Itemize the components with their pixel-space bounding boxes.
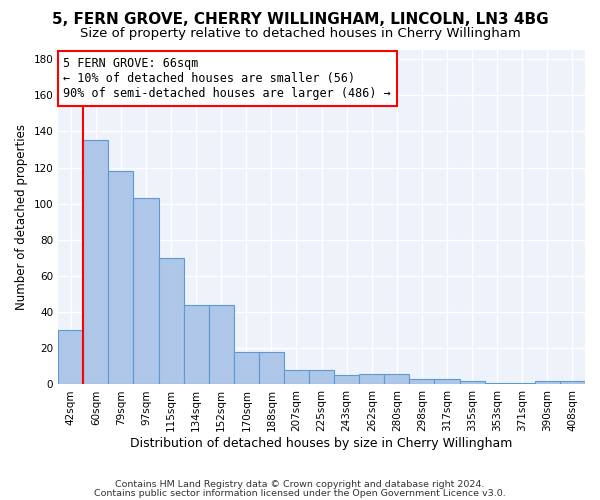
Bar: [535, 381, 560, 384]
Bar: [385, 374, 409, 384]
Bar: [58, 330, 83, 384]
Y-axis label: Number of detached properties: Number of detached properties: [15, 124, 28, 310]
Bar: [284, 370, 309, 384]
Text: Contains public sector information licensed under the Open Government Licence v3: Contains public sector information licen…: [94, 488, 506, 498]
Text: 5 FERN GROVE: 66sqm
← 10% of detached houses are smaller (56)
90% of semi-detach: 5 FERN GROVE: 66sqm ← 10% of detached ho…: [64, 56, 391, 100]
Bar: [259, 352, 284, 384]
Text: Contains HM Land Registry data © Crown copyright and database right 2024.: Contains HM Land Registry data © Crown c…: [115, 480, 485, 489]
Bar: [359, 374, 385, 384]
Bar: [334, 376, 359, 384]
Bar: [409, 379, 434, 384]
Bar: [560, 381, 585, 384]
Bar: [234, 352, 259, 384]
Text: 5, FERN GROVE, CHERRY WILLINGHAM, LINCOLN, LN3 4BG: 5, FERN GROVE, CHERRY WILLINGHAM, LINCOL…: [52, 12, 548, 28]
Bar: [184, 305, 209, 384]
Bar: [434, 379, 460, 384]
Bar: [133, 198, 158, 384]
X-axis label: Distribution of detached houses by size in Cherry Willingham: Distribution of detached houses by size …: [130, 437, 513, 450]
Bar: [209, 305, 234, 384]
Bar: [309, 370, 334, 384]
Bar: [460, 381, 485, 384]
Bar: [158, 258, 184, 384]
Bar: [109, 171, 133, 384]
Bar: [83, 140, 109, 384]
Bar: [510, 382, 535, 384]
Bar: [485, 382, 510, 384]
Text: Size of property relative to detached houses in Cherry Willingham: Size of property relative to detached ho…: [80, 28, 520, 40]
